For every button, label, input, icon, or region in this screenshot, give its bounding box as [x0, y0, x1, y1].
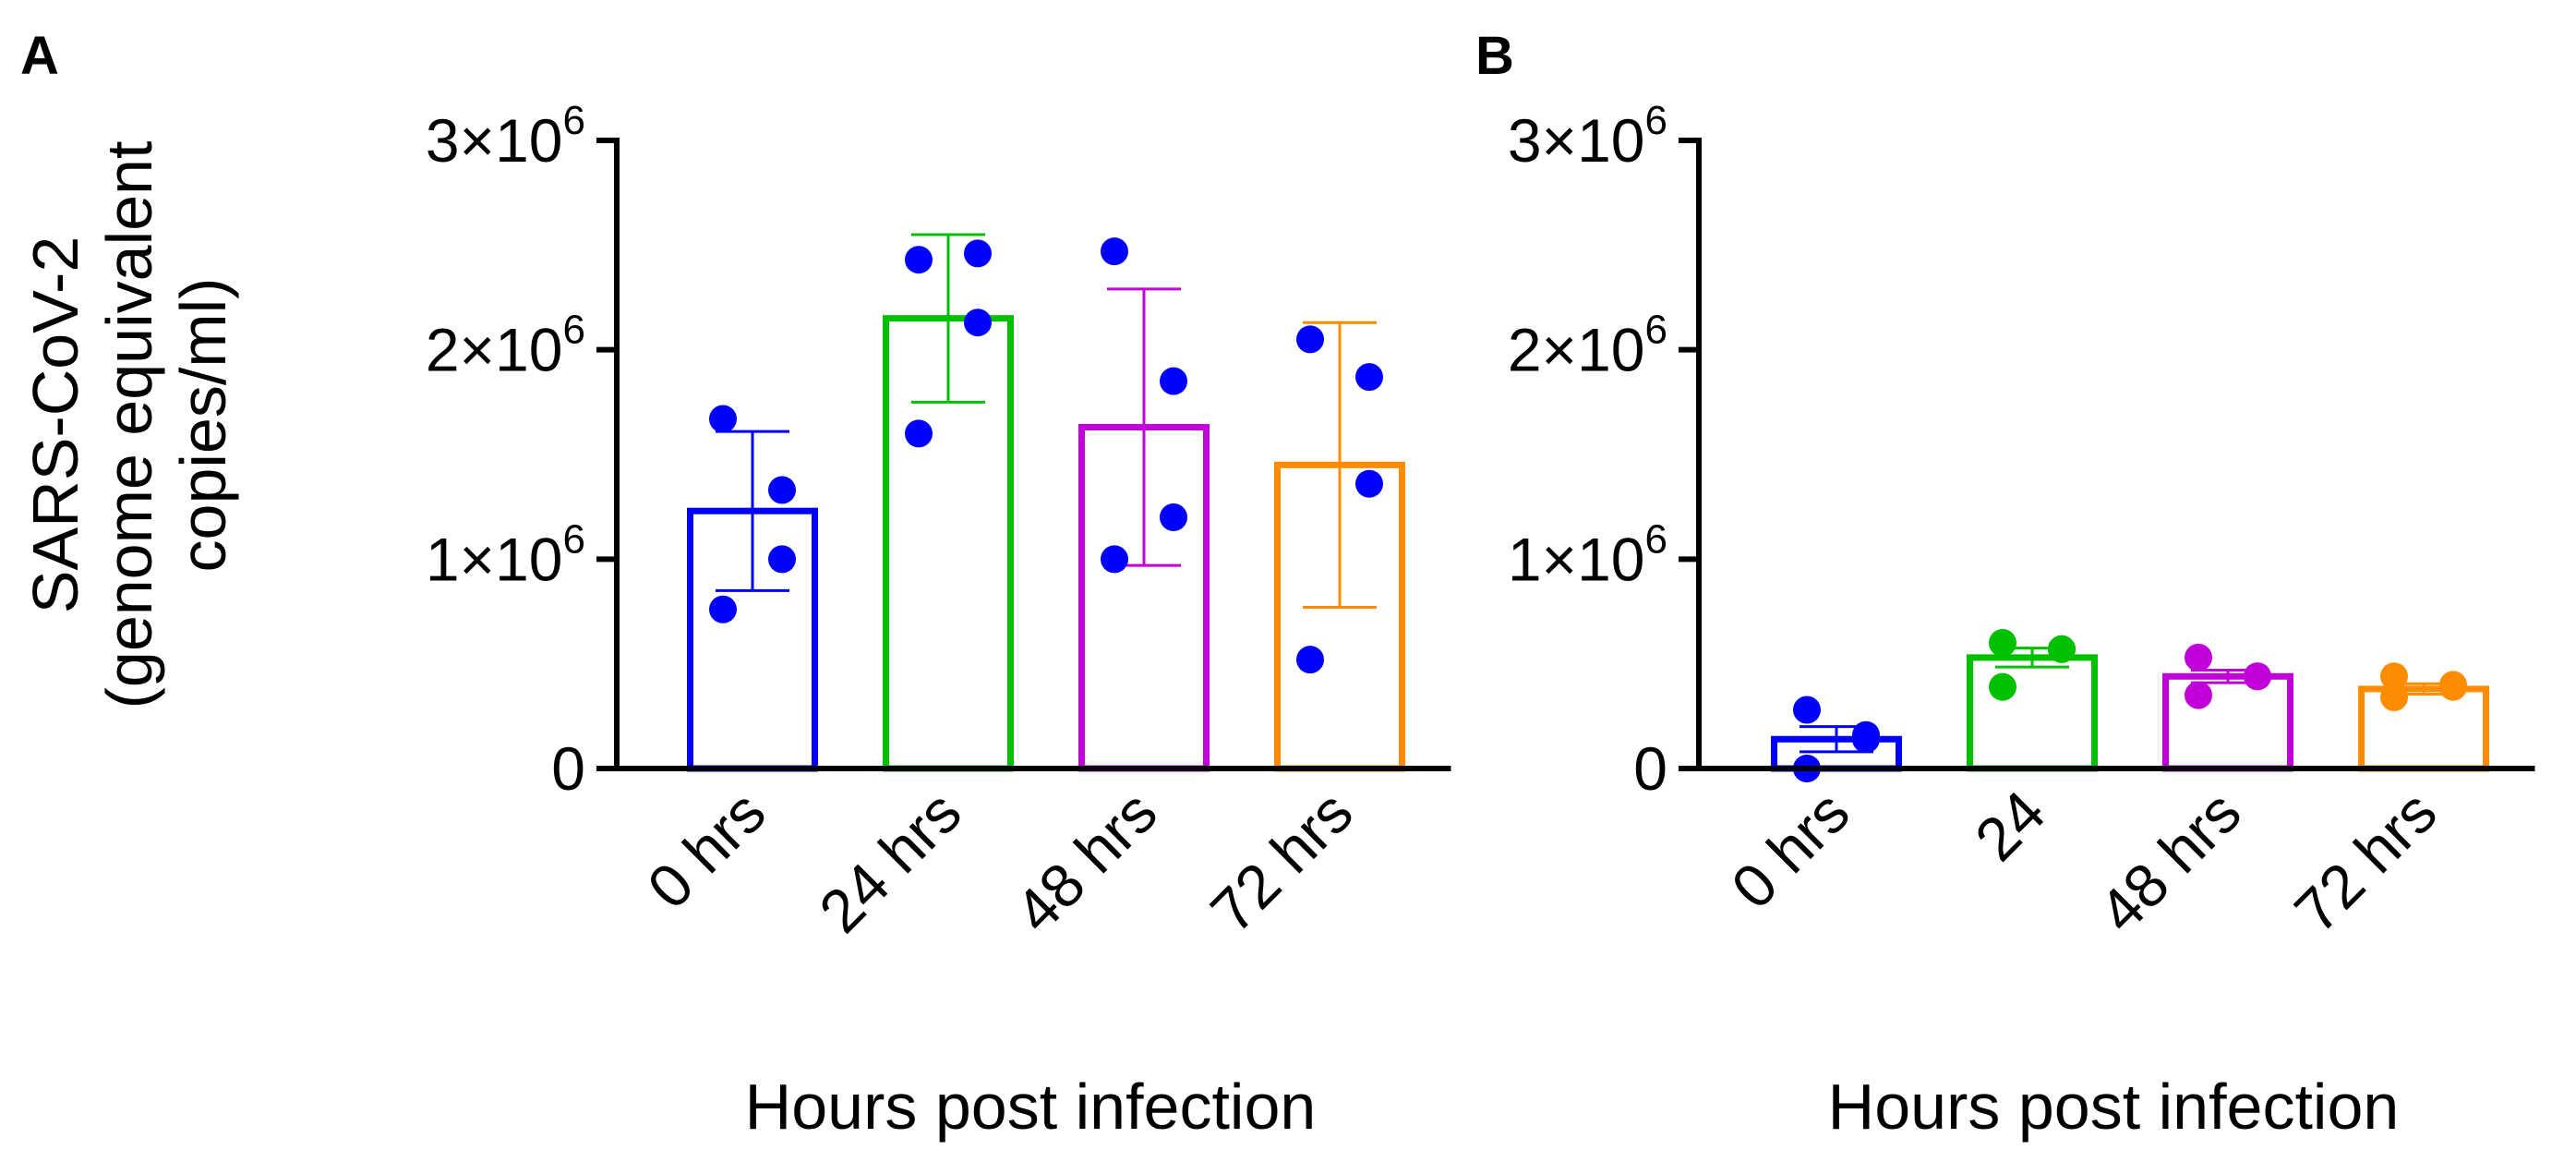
y-axis-title-line-2: (genome equivalent: [93, 141, 165, 709]
data-point: [1989, 672, 2016, 701]
y-axis-title: SARS-CoV-2 (genome equivalent copies/ml): [19, 141, 239, 709]
data-point: [1989, 629, 2016, 657]
bar: [2162, 672, 2293, 772]
x-tick-label: 48 hrs: [2086, 778, 2254, 946]
data-point: [768, 545, 796, 574]
data-point: [1101, 545, 1128, 574]
data-point: [1852, 725, 1880, 754]
data-point: [1355, 469, 1383, 498]
x-axis-title: Hours post infection: [745, 1071, 1317, 1143]
x-tick-label: 24: [1962, 778, 2058, 874]
data-point: [2439, 672, 2467, 701]
data-point: [709, 595, 737, 623]
y-tick-label: 2×106: [426, 308, 585, 384]
data-point: [768, 476, 796, 504]
data-point: [709, 405, 737, 433]
panel-b-chart: B 0 1×106 2×106 3×106 0 hrs 24 48 hrs 72 hrs Hour…: [1475, 26, 2535, 1143]
data-point: [1101, 237, 1128, 266]
panel-letter: A: [20, 26, 59, 86]
data-point: [2048, 635, 2076, 663]
data-point: [1355, 363, 1383, 392]
x-tick-label: 72 hrs: [2281, 778, 2450, 946]
y-tick-label: 3×106: [1508, 98, 1667, 175]
data-point: [1296, 646, 1324, 674]
data-point: [905, 419, 933, 448]
y-tick-label: 1×106: [1508, 516, 1667, 593]
x-tick-label: 0 hrs: [1718, 778, 1862, 922]
data-point: [1296, 325, 1324, 354]
y-axis-title-line-1: SARS-CoV-2: [19, 236, 91, 613]
data-point: [2244, 662, 2271, 691]
data-point: [964, 239, 992, 268]
x-tick-label: 48 hrs: [1002, 778, 1170, 946]
data-point: [964, 309, 992, 337]
y-tick-label: 3×106: [426, 98, 585, 175]
data-point: [1793, 696, 1821, 724]
x-tick-label: 0 hrs: [634, 778, 778, 922]
y-tick-label: 2×106: [1508, 308, 1667, 384]
bar: [2358, 685, 2489, 772]
data-point: [1160, 503, 1187, 531]
data-point: [2380, 662, 2408, 691]
data-point: [2380, 683, 2408, 711]
panel-a-chart: A 0 1×106 2×106 3×106 0 hrs 24 hrs 48 hrs 72 hrs…: [20, 26, 1451, 1143]
bar: [1967, 654, 2098, 772]
data-point: [2185, 681, 2212, 709]
data-point: [905, 246, 933, 274]
x-tick-label: 72 hrs: [1198, 778, 1366, 946]
y-tick-label: 0: [1633, 734, 1667, 803]
data-point: [1160, 367, 1187, 395]
panel-letter: B: [1475, 26, 1514, 86]
x-axis-title: Hours post infection: [1828, 1071, 2400, 1143]
data-point: [2185, 643, 2212, 672]
y-tick-label: 1×106: [426, 516, 585, 593]
x-tick-label: 24 hrs: [806, 778, 974, 946]
y-axis-title-line-3: copies/ml): [167, 278, 239, 573]
y-tick-label: 0: [551, 734, 585, 803]
